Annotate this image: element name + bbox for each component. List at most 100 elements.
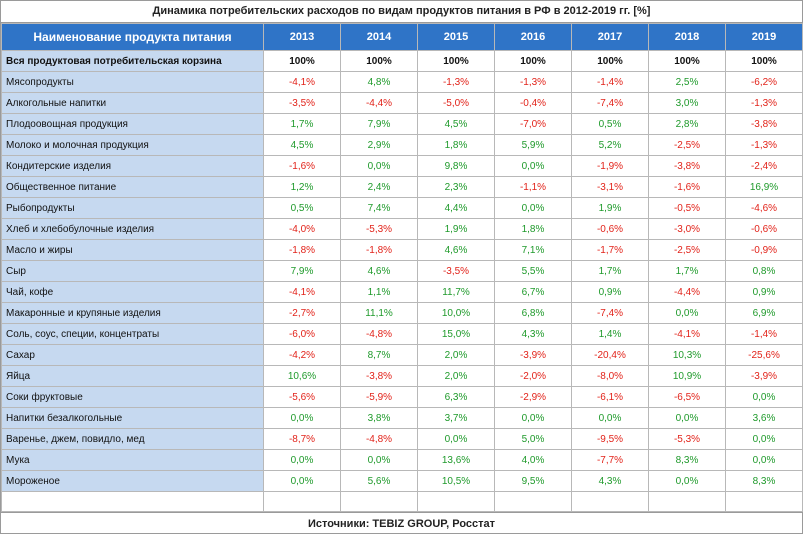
value-cell: -7,4% bbox=[571, 302, 649, 324]
value-cell: -2,7% bbox=[263, 302, 341, 324]
table-row: Макаронные и крупяные изделия -2,7% 11,1% 1… bbox=[1, 302, 803, 324]
value-cell: 4,8% bbox=[340, 71, 418, 93]
value-cell: 0,5% bbox=[263, 197, 341, 219]
value-cell: -3,8% bbox=[340, 365, 418, 387]
value-cell: -4,2% bbox=[263, 344, 341, 366]
value-cell: 4,5% bbox=[263, 134, 341, 156]
value-cell: -8,7% bbox=[263, 428, 341, 450]
value-cell: -7,4% bbox=[571, 92, 649, 114]
value-cell: 15,0% bbox=[417, 323, 495, 345]
value-cell: 10,9% bbox=[648, 365, 726, 387]
value-cell: 9,5% bbox=[494, 470, 572, 492]
table-row: Молоко и молочная продукция 4,5% 2,9% 1,8% 5… bbox=[1, 134, 803, 156]
table-row-total: Вся продуктовая потребительская корзина 1… bbox=[1, 50, 803, 72]
value-cell: 0,0% bbox=[725, 449, 803, 471]
table-row: Мороженое 0,0% 5,6% 10,5% 9,5% 4,3% 0,0% 8,3% bbox=[1, 470, 803, 492]
value-cell: 8,3% bbox=[725, 470, 803, 492]
value-cell: -4,1% bbox=[263, 71, 341, 93]
value-cell: -1,7% bbox=[571, 239, 649, 261]
value-cell: -1,3% bbox=[725, 92, 803, 114]
value-cell: 11,1% bbox=[340, 302, 418, 324]
value-cell: 100% bbox=[571, 50, 649, 72]
value-cell: -4,4% bbox=[340, 92, 418, 114]
product-name-cell: Хлеб и хлебобулочные изделия bbox=[1, 218, 264, 240]
value-cell: 1,4% bbox=[571, 323, 649, 345]
value-cell: -0,6% bbox=[571, 218, 649, 240]
product-name-cell: Мука bbox=[1, 449, 264, 471]
table-row: Мука 0,0% 0,0% 13,6% 4,0% -7,7% 8,3% 0,0% bbox=[1, 449, 803, 471]
table-row: Масло и жиры -1,8% -1,8% 4,6% 7,1% -1,7% -2,5%… bbox=[1, 239, 803, 261]
value-cell: -6,1% bbox=[571, 386, 649, 408]
value-cell: 5,9% bbox=[494, 134, 572, 156]
empty-cell bbox=[340, 491, 418, 512]
table-row: Плодоовощная продукция 1,7% 7,9% 4,5% -7,0% 0… bbox=[1, 113, 803, 135]
value-cell: 5,2% bbox=[571, 134, 649, 156]
value-cell: 6,9% bbox=[725, 302, 803, 324]
value-cell: 2,4% bbox=[340, 176, 418, 198]
value-cell: 4,0% bbox=[494, 449, 572, 471]
value-cell: -1,4% bbox=[571, 71, 649, 93]
value-cell: 4,5% bbox=[417, 113, 495, 135]
table-row: Чай, кофе -4,1% 1,1% 11,7% 6,7% 0,9% -4,4% 0,9% bbox=[1, 281, 803, 303]
product-name-cell: Мороженое bbox=[1, 470, 264, 492]
value-cell: 100% bbox=[725, 50, 803, 72]
value-cell: -9,5% bbox=[571, 428, 649, 450]
product-name-cell: Сахар bbox=[1, 344, 264, 366]
value-cell: -1,1% bbox=[494, 176, 572, 198]
empty-cell bbox=[1, 491, 264, 512]
value-cell: -3,9% bbox=[725, 365, 803, 387]
value-cell: -1,3% bbox=[725, 134, 803, 156]
table-row: Соль, соус, специи, концентраты -6,0% -4,8… bbox=[1, 323, 803, 345]
value-cell: 7,1% bbox=[494, 239, 572, 261]
column-header-year: 2013 bbox=[263, 23, 341, 51]
empty-cell bbox=[494, 491, 572, 512]
table-row: Напитки безалкогольные 0,0% 3,8% 3,7% 0,0% 0,… bbox=[1, 407, 803, 429]
value-cell: -1,8% bbox=[263, 239, 341, 261]
value-cell: -2,9% bbox=[494, 386, 572, 408]
value-cell: 1,9% bbox=[417, 218, 495, 240]
value-cell: 0,5% bbox=[571, 113, 649, 135]
product-name-cell: Общественное питание bbox=[1, 176, 264, 198]
data-table: Наименование продукта питания 2013 2014 … bbox=[1, 23, 803, 512]
value-cell: 0,0% bbox=[571, 407, 649, 429]
table-row: Общественное питание 1,2% 2,4% 2,3% -1,1% -3,… bbox=[1, 176, 803, 198]
value-cell: -6,0% bbox=[263, 323, 341, 345]
value-cell: 4,6% bbox=[340, 260, 418, 282]
table-body: Вся продуктовая потребительская корзина 1… bbox=[1, 50, 803, 512]
product-name-cell: Масло и жиры bbox=[1, 239, 264, 261]
product-name-cell: Молоко и молочная продукция bbox=[1, 134, 264, 156]
value-cell: 0,9% bbox=[725, 281, 803, 303]
table-row: Сыр 7,9% 4,6% -3,5% 5,5% 1,7% 1,7% 0,8% bbox=[1, 260, 803, 282]
value-cell: -4,6% bbox=[725, 197, 803, 219]
value-cell: 0,0% bbox=[340, 155, 418, 177]
value-cell: 6,7% bbox=[494, 281, 572, 303]
value-cell: 100% bbox=[263, 50, 341, 72]
value-cell: -0,5% bbox=[648, 197, 726, 219]
value-cell: 6,3% bbox=[417, 386, 495, 408]
value-cell: 10,0% bbox=[417, 302, 495, 324]
value-cell: 0,0% bbox=[263, 407, 341, 429]
value-cell: -0,6% bbox=[725, 218, 803, 240]
value-cell: -1,8% bbox=[340, 239, 418, 261]
product-name-cell: Рыбопродукты bbox=[1, 197, 264, 219]
value-cell: 5,0% bbox=[494, 428, 572, 450]
empty-cell bbox=[263, 491, 341, 512]
value-cell: 4,4% bbox=[417, 197, 495, 219]
product-name-cell: Соль, соус, специи, концентраты bbox=[1, 323, 264, 345]
value-cell: 100% bbox=[494, 50, 572, 72]
value-cell: -1,4% bbox=[725, 323, 803, 345]
value-cell: 4,3% bbox=[571, 470, 649, 492]
value-cell: 16,9% bbox=[725, 176, 803, 198]
value-cell: -1,9% bbox=[571, 155, 649, 177]
value-cell: 9,8% bbox=[417, 155, 495, 177]
product-name-cell: Вся продуктовая потребительская корзина bbox=[1, 50, 264, 72]
value-cell: -4,4% bbox=[648, 281, 726, 303]
value-cell: 100% bbox=[340, 50, 418, 72]
table-row: Алкогольные напитки -3,5% -4,4% -5,0% -0,4% -… bbox=[1, 92, 803, 114]
value-cell: -5,0% bbox=[417, 92, 495, 114]
value-cell: 0,0% bbox=[648, 302, 726, 324]
product-name-cell: Плодоовощная продукция bbox=[1, 113, 264, 135]
value-cell: -5,6% bbox=[263, 386, 341, 408]
value-cell: 3,6% bbox=[725, 407, 803, 429]
product-name-cell: Яйца bbox=[1, 365, 264, 387]
